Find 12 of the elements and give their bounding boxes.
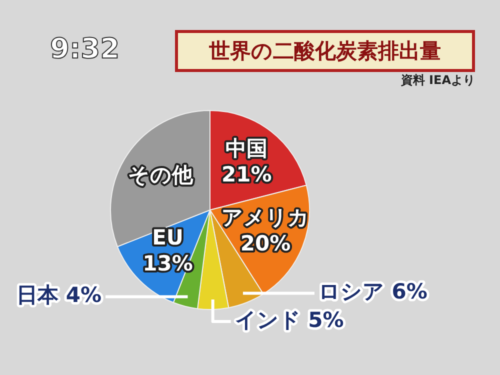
- slice-label: インド 5%: [234, 308, 344, 332]
- data-label: 20%: [240, 231, 291, 256]
- slice-label: 中国: [226, 136, 268, 160]
- slice-label: ロシア 6%: [318, 280, 428, 304]
- text: 9:32: [50, 32, 120, 65]
- chart-subtitle: 資料 IEAより: [400, 72, 475, 89]
- data-label: 21%: [221, 162, 272, 186]
- chart-title: 世界の二酸化炭素排出量: [208, 38, 442, 65]
- slice-label: EU: [152, 226, 184, 250]
- slice-label: その他: [128, 162, 194, 187]
- slice-label: アメリカ: [222, 205, 310, 230]
- slice-label: 日本 4%: [16, 283, 102, 308]
